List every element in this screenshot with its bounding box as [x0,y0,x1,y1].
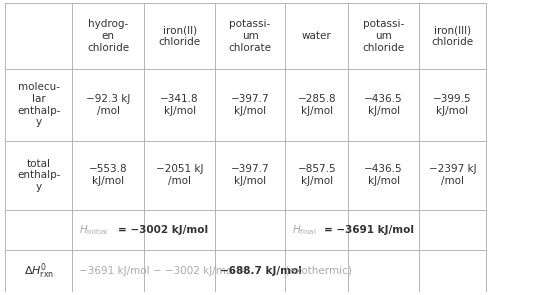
Text: $\mathit{H}_{\mathrm{final}}$: $\mathit{H}_{\mathrm{final}}$ [292,223,317,237]
Text: −2051 kJ
/mol: −2051 kJ /mol [156,164,203,186]
Text: −2397 kJ
/mol: −2397 kJ /mol [429,164,476,186]
Text: iron(II)
chloride: iron(II) chloride [159,25,201,47]
Text: water: water [302,31,332,41]
Text: −553.8
kJ/mol: −553.8 kJ/mol [89,164,128,186]
Text: −399.5
kJ/mol: −399.5 kJ/mol [433,94,472,116]
Text: molecu-
lar
enthalp-
y: molecu- lar enthalp- y [17,82,60,127]
Text: −285.8
kJ/mol: −285.8 kJ/mol [298,94,336,116]
Text: (exothermic): (exothermic) [282,266,352,276]
Text: = −3691 kJ/mol: = −3691 kJ/mol [324,225,414,235]
Text: = −3002 kJ/mol: = −3002 kJ/mol [118,225,208,235]
Text: potassi-
um
chlorate: potassi- um chlorate [228,19,271,53]
Text: iron(III)
chloride: iron(III) chloride [432,25,474,47]
Text: $\mathit{H}_{\mathrm{initial}}$: $\mathit{H}_{\mathrm{initial}}$ [78,223,108,237]
Text: −688.7 kJ/mol: −688.7 kJ/mol [220,266,302,276]
Text: −857.5
kJ/mol: −857.5 kJ/mol [298,164,336,186]
Text: −341.8
kJ/mol: −341.8 kJ/mol [160,94,199,116]
Text: −397.7
kJ/mol: −397.7 kJ/mol [231,164,269,186]
Text: −397.7
kJ/mol: −397.7 kJ/mol [231,94,269,116]
Text: −436.5
kJ/mol: −436.5 kJ/mol [364,164,403,186]
Text: −436.5
kJ/mol: −436.5 kJ/mol [364,94,403,116]
Text: $\Delta H^{0}_{\mathrm{rxn}}$: $\Delta H^{0}_{\mathrm{rxn}}$ [24,261,54,281]
Text: −3691 kJ/mol − −3002 kJ/mol =: −3691 kJ/mol − −3002 kJ/mol = [78,266,250,276]
Text: hydrog-
en
chloride: hydrog- en chloride [87,19,129,53]
Text: potassi-
um
chloride: potassi- um chloride [362,19,404,53]
Text: −92.3 kJ
/mol: −92.3 kJ /mol [86,94,130,116]
Text: total
enthalp-
y: total enthalp- y [17,159,60,192]
